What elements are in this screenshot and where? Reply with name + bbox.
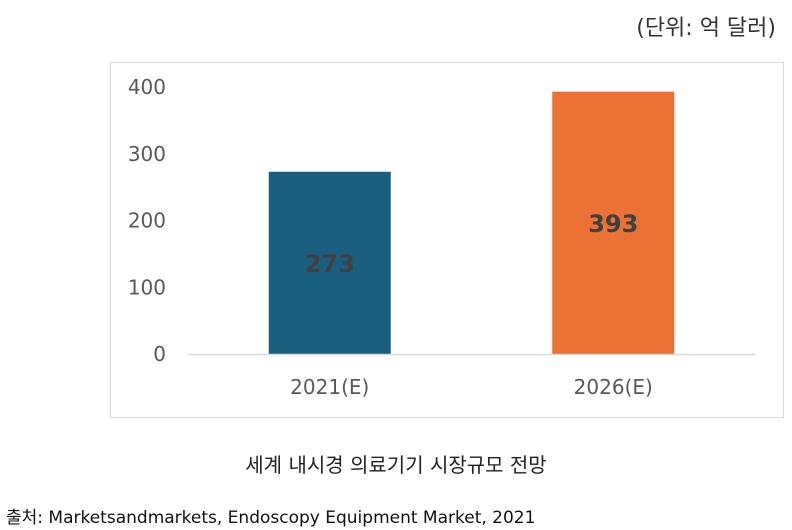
unit-label: (단위: 억 달러) bbox=[636, 16, 776, 41]
bars bbox=[268, 91, 675, 355]
bar-chart: 0 100 200 300 400 2021(E) 2026(E) 273 393 bbox=[110, 62, 784, 418]
bar-2026(E) bbox=[552, 91, 675, 355]
y-tick-label: 300 bbox=[128, 142, 166, 166]
y-tick-label: 200 bbox=[128, 209, 166, 233]
y-axis-ticks: 0 100 200 300 400 bbox=[128, 75, 166, 366]
x-tick-label: 2021(E) bbox=[290, 375, 369, 399]
chart-caption: 세계 내시경 의료기기 시장규모 전망 bbox=[245, 453, 547, 477]
x-tick-label: 2026(E) bbox=[574, 375, 653, 399]
source-note: 출처: Marketsandmarkets, Endoscopy Equipme… bbox=[6, 508, 536, 528]
chart-frame bbox=[110, 62, 784, 418]
data-label: 393 bbox=[588, 210, 638, 238]
y-tick-label: 0 bbox=[153, 342, 166, 366]
bar-2021(E) bbox=[268, 171, 391, 354]
y-tick-label: 400 bbox=[128, 75, 166, 99]
data-labels: 273 393 bbox=[305, 210, 639, 278]
data-label: 273 bbox=[305, 250, 355, 278]
y-tick-label: 100 bbox=[128, 275, 166, 299]
x-axis-ticks: 2021(E) 2026(E) bbox=[290, 375, 653, 399]
